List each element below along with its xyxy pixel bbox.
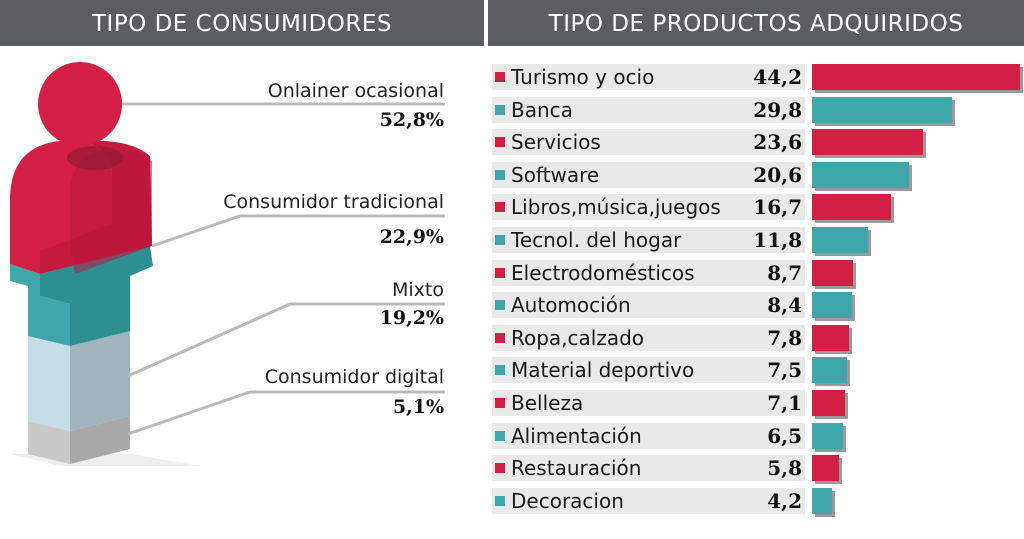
figure-torso-arm [70,149,152,274]
value-label-servicios: 23,6 [753,130,802,154]
category-label-software: Software [511,163,600,187]
row-background-servicios [492,129,805,155]
consumer-pct-mixto: 19,2% [379,307,444,329]
category-label-ropa-calzado: Ropa,calzado [511,326,645,350]
figure-legs-front [28,336,70,431]
category-label-automocion: Automoción [511,293,631,317]
bar-decoracion [812,488,832,514]
bar-servicios [812,129,923,155]
bar-software [812,162,909,188]
row-background-belleza [492,390,805,416]
value-label-alimentacion: 6,5 [767,424,802,448]
consumers-header: TIPO DE CONSUMIDORES [0,0,484,46]
consumer-pct-tradicional: 22,9% [379,226,444,248]
leader-tradicional [151,214,445,248]
row-background-electrodomesticos [492,260,805,286]
value-label-libros-musica-juegos: 16,7 [753,195,802,219]
row-marker-tecnol-del-hogar [495,235,505,245]
category-label-libros-musica-juegos: Libros,música,juegos [511,195,721,219]
row-background-libros-musica-juegos [492,194,805,220]
leader-digital [127,390,445,436]
bar-electrodomesticos [812,260,853,286]
value-label-automocion: 8,4 [767,293,802,317]
row-background-turismo-y-ocio [492,64,805,90]
row-background-decoracion [492,488,805,514]
consumer-label-tradicional: Consumidor tradicional [223,191,444,213]
figure-base-front [28,421,70,464]
category-label-tecnol-del-hogar: Tecnol. del hogar [511,228,682,252]
row-marker-servicios [495,137,505,147]
bar-turismo-y-ocio [812,64,1020,90]
consumer-pct-ocasional: 52,8% [379,109,444,131]
bar-libros-musica-juegos [812,194,891,220]
value-label-restauracion: 5,8 [767,456,802,480]
consumer-label-mixto: Mixto [392,279,444,301]
bar-ropa-calzado [812,325,849,351]
category-label-banca: Banca [511,98,573,122]
value-label-belleza: 7,1 [767,391,802,415]
row-marker-electrodomesticos [495,268,505,278]
bar-restauracion [812,455,839,481]
bar-automocion [812,292,852,318]
category-label-servicios: Servicios [511,130,601,154]
bar-tecnol-del-hogar [812,227,868,253]
row-marker-decoracion [495,496,505,506]
row-background-software [492,162,805,188]
row-background-ropa-calzado [492,325,805,351]
row-marker-belleza [495,398,505,408]
figure-base-side [70,416,130,464]
consumer-label-digital: Consumidor digital [264,366,444,388]
category-label-alimentacion: Alimentación [511,424,642,448]
row-background-banca [492,97,805,123]
category-label-electrodomesticos: Electrodomésticos [511,261,695,285]
category-label-restauracion: Restauración [511,456,642,480]
value-label-tecnol-del-hogar: 11,8 [753,228,802,252]
value-label-banca: 29,8 [753,98,802,122]
leader-mixto [127,302,445,378]
row-background-alimentacion [492,423,805,449]
row-marker-material-deportivo [495,365,505,375]
value-label-electrodomesticos: 8,7 [767,261,802,285]
row-marker-libros-musica-juegos [495,202,505,212]
value-label-material-deportivo: 7,5 [767,358,802,382]
row-marker-restauracion [495,463,505,473]
row-marker-software [495,170,505,180]
row-marker-banca [495,105,505,115]
row-marker-ropa-calzado [495,333,505,343]
value-label-turismo-y-ocio: 44,2 [753,65,802,89]
figure-legs-side [70,331,130,431]
value-label-software: 20,6 [753,163,802,187]
row-background-restauracion [492,455,805,481]
figure-neck-shadow [67,146,123,170]
row-marker-alimentacion [495,431,505,441]
consumer-pct-digital: 5,1% [392,396,444,418]
category-label-decoracion: Decoracion [511,489,624,513]
row-marker-turismo-y-ocio [495,72,505,82]
products-header: TIPO DE PRODUCTOS ADQUIRIDOS [488,0,1024,46]
row-background-tecnol-del-hogar [492,227,805,253]
category-label-belleza: Belleza [511,391,584,415]
figure-head [38,62,122,146]
consumer-figure [10,62,445,466]
bar-belleza [812,390,845,416]
value-label-decoracion: 4,2 [767,489,802,513]
row-background-automocion [492,292,805,318]
bar-alimentacion [812,423,843,449]
category-label-turismo-y-ocio: Turismo y ocio [511,65,655,89]
figure-hips-front [10,264,70,346]
consumer-label-ocasional: Onlainer ocasional [267,80,444,102]
bar-material-deportivo [812,357,847,383]
category-label-material-deportivo: Material deportivo [511,358,695,382]
row-background-material-deportivo [492,357,805,383]
value-label-ropa-calzado: 7,8 [767,326,802,350]
bar-banca [812,97,952,123]
row-marker-automocion [495,300,505,310]
figure-hips-side [40,246,153,346]
